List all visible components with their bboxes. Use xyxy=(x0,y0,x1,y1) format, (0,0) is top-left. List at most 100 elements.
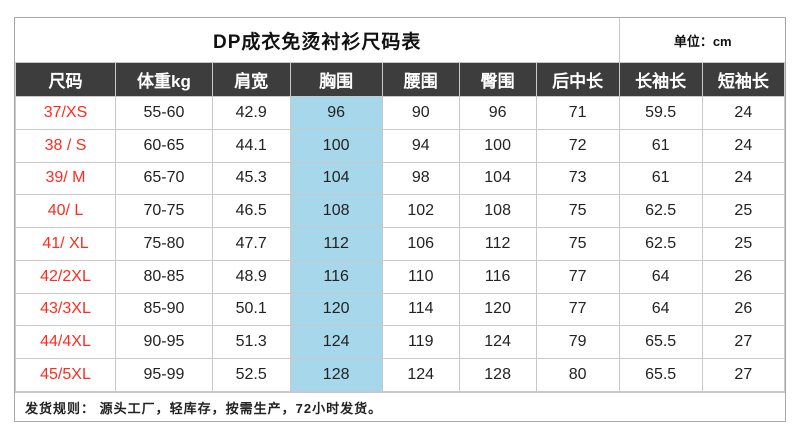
table-row: 44/4XL 90-95 51.3 124 119 124 79 65.5 27 xyxy=(15,325,786,360)
data-cell: 124 xyxy=(458,325,537,360)
column-header: 体重kg xyxy=(114,62,213,97)
data-cell: 51.3 xyxy=(211,325,291,360)
data-cell: 116 xyxy=(289,259,383,294)
table-header-row: 尺码 体重kg 肩宽 胸围 腰围 臀围 后中长 长袖长 短袖长 xyxy=(15,62,786,97)
data-cell: 119 xyxy=(381,325,460,360)
data-cell: 79 xyxy=(535,325,620,360)
data-cell: 25 xyxy=(701,194,786,229)
data-cell: 71 xyxy=(535,96,620,130)
column-header: 腰围 xyxy=(381,62,460,97)
data-cell: 94 xyxy=(381,128,460,163)
data-cell: 24 xyxy=(701,161,786,196)
column-header: 胸围 xyxy=(289,62,383,97)
data-cell: 95-99 xyxy=(114,358,213,392)
data-cell: 62.5 xyxy=(618,194,703,229)
size-cell: 38 / S xyxy=(15,128,116,163)
data-cell: 75 xyxy=(535,227,620,261)
data-cell: 120 xyxy=(289,292,383,327)
data-cell: 98 xyxy=(381,161,460,196)
data-cell: 46.5 xyxy=(211,194,291,229)
data-cell: 112 xyxy=(458,227,537,261)
data-cell: 25 xyxy=(701,227,786,261)
data-cell: 61 xyxy=(618,128,703,163)
data-cell: 124 xyxy=(289,325,383,360)
size-cell: 39/ M xyxy=(15,161,116,196)
data-cell: 96 xyxy=(289,96,383,130)
data-cell: 75 xyxy=(535,194,620,229)
data-cell: 26 xyxy=(701,259,786,294)
size-cell: 40/ L xyxy=(15,194,116,229)
data-cell: 64 xyxy=(618,259,703,294)
table-body: 37/XS 55-60 42.9 96 90 96 71 59.5 24 38 / S 60-65 4… xyxy=(15,96,786,392)
data-cell: 85-90 xyxy=(114,292,213,327)
data-cell: 65.5 xyxy=(618,358,703,392)
shipping-note: 发货规则： 源头工厂，轻库存，按需生产，72小时发货。 xyxy=(15,392,785,421)
data-cell: 100 xyxy=(289,128,383,163)
data-cell: 108 xyxy=(289,194,383,229)
size-cell: 41/ XL xyxy=(15,227,116,261)
table-row: 40/ L 70-75 46.5 108 102 108 75 62.5 25 xyxy=(15,194,786,229)
size-cell: 44/4XL xyxy=(15,325,116,360)
data-cell: 24 xyxy=(701,96,786,130)
data-cell: 100 xyxy=(458,128,537,163)
data-cell: 104 xyxy=(289,161,383,196)
data-cell: 65-70 xyxy=(114,161,213,196)
data-cell: 24 xyxy=(701,128,786,163)
data-cell: 59.5 xyxy=(618,96,703,130)
title-row: DP成衣免烫衬衫尺码表 单位：cm xyxy=(15,18,785,62)
data-cell: 104 xyxy=(458,161,537,196)
table-row: 45/5XL 95-99 52.5 128 124 128 80 65.5 27 xyxy=(15,358,786,392)
table-row: 37/XS 55-60 42.9 96 90 96 71 59.5 24 xyxy=(15,96,786,130)
data-cell: 47.7 xyxy=(211,227,291,261)
data-cell: 124 xyxy=(381,358,460,392)
column-header: 后中长 xyxy=(535,62,620,97)
data-cell: 80-85 xyxy=(114,259,213,294)
table-row: 39/ M 65-70 45.3 104 98 104 73 61 24 xyxy=(15,161,786,196)
data-cell: 77 xyxy=(535,292,620,327)
data-cell: 50.1 xyxy=(211,292,291,327)
size-cell: 42/2XL xyxy=(15,259,116,294)
data-cell: 112 xyxy=(289,227,383,261)
data-cell: 27 xyxy=(701,325,786,360)
page-title: DP成衣免烫衬衫尺码表 xyxy=(213,31,422,53)
table-row: 38 / S 60-65 44.1 100 94 100 72 61 24 xyxy=(15,128,786,163)
table-row: 42/2XL 80-85 48.9 116 110 116 77 64 26 xyxy=(15,259,786,294)
data-cell: 44.1 xyxy=(211,128,291,163)
size-cell: 37/XS xyxy=(15,96,116,130)
data-cell: 70-75 xyxy=(114,194,213,229)
data-cell: 26 xyxy=(701,292,786,327)
data-cell: 48.9 xyxy=(211,259,291,294)
column-header: 尺码 xyxy=(15,62,116,97)
size-cell: 45/5XL xyxy=(15,358,116,392)
data-cell: 106 xyxy=(381,227,460,261)
data-cell: 120 xyxy=(458,292,537,327)
table-row: 41/ XL 75-80 47.7 112 106 112 75 62.5 25 xyxy=(15,227,786,261)
data-cell: 90 xyxy=(381,96,460,130)
data-cell: 72 xyxy=(535,128,620,163)
data-cell: 110 xyxy=(381,259,460,294)
data-cell: 42.9 xyxy=(211,96,291,130)
data-cell: 73 xyxy=(535,161,620,196)
data-cell: 80 xyxy=(535,358,620,392)
data-cell: 128 xyxy=(458,358,537,392)
data-cell: 62.5 xyxy=(618,227,703,261)
data-cell: 45.3 xyxy=(211,161,291,196)
size-cell: 43/3XL xyxy=(15,292,116,327)
data-cell: 114 xyxy=(381,292,460,327)
size-chart-table: 尺码 体重kg 肩宽 胸围 腰围 臀围 后中长 长袖长 短袖长 37/XS 55-60 42.9 96… xyxy=(15,62,786,392)
column-header: 肩宽 xyxy=(211,62,291,97)
data-cell: 65.5 xyxy=(618,325,703,360)
column-header: 短袖长 xyxy=(701,62,786,97)
data-cell: 116 xyxy=(458,259,537,294)
size-chart: DP成衣免烫衬衫尺码表 单位：cm 尺码 体重kg 肩宽 胸围 腰围 臀围 后中长 长袖长 短袖… xyxy=(14,17,786,422)
data-cell: 102 xyxy=(381,194,460,229)
data-cell: 55-60 xyxy=(114,96,213,130)
data-cell: 64 xyxy=(618,292,703,327)
data-cell: 52.5 xyxy=(211,358,291,392)
data-cell: 61 xyxy=(618,161,703,196)
data-cell: 108 xyxy=(458,194,537,229)
data-cell: 96 xyxy=(458,96,537,130)
table-row: 43/3XL 85-90 50.1 120 114 120 77 64 26 xyxy=(15,292,786,327)
column-header: 臀围 xyxy=(458,62,537,97)
